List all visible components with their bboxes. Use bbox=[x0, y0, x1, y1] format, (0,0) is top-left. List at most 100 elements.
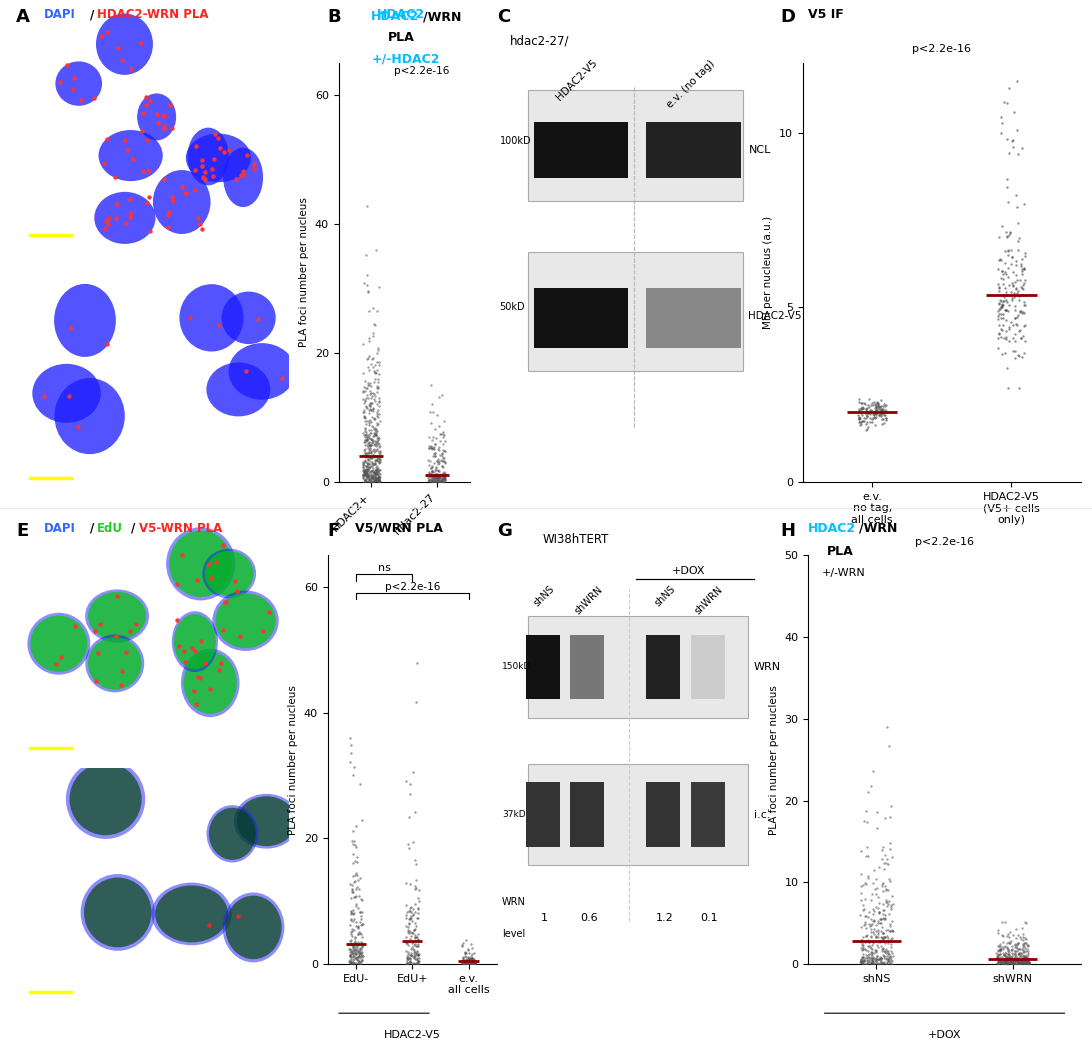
Point bbox=[463, 952, 480, 968]
Point bbox=[358, 467, 376, 484]
Point bbox=[361, 397, 379, 414]
Point bbox=[996, 938, 1013, 955]
Point bbox=[878, 944, 895, 961]
Point bbox=[867, 898, 885, 915]
FancyBboxPatch shape bbox=[534, 288, 628, 348]
Point bbox=[343, 883, 360, 900]
Point bbox=[874, 415, 891, 432]
Point bbox=[464, 954, 482, 970]
Point bbox=[364, 388, 381, 405]
Point bbox=[341, 729, 358, 746]
Point bbox=[999, 945, 1017, 962]
Text: HDAC2+: HDAC2+ bbox=[24, 27, 73, 37]
Text: /: / bbox=[90, 8, 94, 21]
Point bbox=[426, 467, 443, 484]
Point bbox=[1020, 955, 1037, 971]
Point bbox=[1008, 940, 1025, 957]
Point bbox=[361, 400, 379, 417]
Point bbox=[370, 371, 388, 388]
Point bbox=[883, 945, 901, 962]
Point bbox=[875, 838, 892, 855]
Point bbox=[994, 299, 1011, 315]
Point bbox=[875, 910, 892, 926]
Point bbox=[354, 365, 371, 381]
Ellipse shape bbox=[225, 896, 282, 959]
Point bbox=[1013, 305, 1031, 322]
Point bbox=[1016, 951, 1033, 967]
Point bbox=[401, 953, 418, 969]
Point bbox=[868, 879, 886, 896]
Point bbox=[870, 951, 888, 967]
Point bbox=[434, 473, 451, 489]
Point bbox=[431, 433, 449, 450]
Point bbox=[367, 427, 384, 443]
Point bbox=[996, 953, 1013, 969]
Point bbox=[1004, 291, 1021, 308]
Point bbox=[368, 416, 385, 433]
Point bbox=[432, 452, 450, 468]
Point bbox=[1020, 955, 1037, 971]
Point bbox=[368, 471, 385, 487]
Point bbox=[423, 439, 440, 456]
Point bbox=[867, 406, 885, 422]
Point bbox=[356, 437, 373, 454]
Point bbox=[402, 899, 419, 916]
Point bbox=[1002, 951, 1020, 967]
Point bbox=[405, 944, 423, 961]
Point bbox=[348, 951, 366, 967]
Point bbox=[1005, 955, 1022, 971]
Point bbox=[354, 456, 371, 473]
Point bbox=[367, 456, 384, 473]
Point bbox=[425, 471, 442, 487]
Point bbox=[990, 305, 1008, 322]
Point bbox=[859, 405, 877, 421]
Point bbox=[869, 951, 887, 967]
Point bbox=[358, 464, 376, 481]
Point bbox=[856, 395, 874, 412]
Point bbox=[1017, 244, 1034, 261]
Point bbox=[857, 920, 875, 937]
Point bbox=[869, 398, 887, 415]
Point bbox=[1004, 953, 1021, 969]
Point bbox=[371, 442, 389, 459]
Point bbox=[1017, 948, 1034, 965]
Text: i.c.: i.c. bbox=[753, 809, 770, 820]
Point bbox=[853, 891, 870, 908]
Point bbox=[341, 941, 358, 958]
Point bbox=[880, 737, 898, 754]
Point bbox=[359, 461, 377, 478]
Text: hdac2-27/: hdac2-27/ bbox=[510, 35, 569, 48]
Point bbox=[995, 941, 1012, 958]
Y-axis label: PLA foci number per nucleus: PLA foci number per nucleus bbox=[288, 684, 298, 835]
Point bbox=[346, 866, 364, 882]
Point bbox=[369, 468, 387, 485]
Point bbox=[364, 432, 381, 449]
Point bbox=[359, 467, 377, 484]
Point bbox=[999, 246, 1017, 263]
Point bbox=[363, 417, 380, 434]
Ellipse shape bbox=[66, 759, 145, 838]
Point bbox=[997, 302, 1014, 319]
Point bbox=[368, 424, 385, 441]
Point bbox=[423, 468, 440, 485]
Point bbox=[367, 461, 384, 478]
Point bbox=[1013, 260, 1031, 277]
Point bbox=[368, 365, 385, 381]
Point bbox=[370, 397, 388, 414]
Point bbox=[355, 461, 372, 478]
Point bbox=[366, 473, 383, 489]
Point bbox=[993, 953, 1010, 969]
Point bbox=[1007, 310, 1024, 327]
Point bbox=[370, 472, 388, 488]
Point bbox=[397, 949, 415, 966]
Point bbox=[996, 243, 1013, 260]
Point bbox=[358, 198, 376, 215]
Point bbox=[857, 410, 875, 427]
Point bbox=[1019, 945, 1036, 962]
Point bbox=[1012, 953, 1030, 969]
Point bbox=[989, 956, 1007, 973]
Point bbox=[869, 921, 887, 938]
Point bbox=[1011, 271, 1029, 288]
Point bbox=[351, 947, 368, 964]
Text: HDAC2-V5: HDAC2-V5 bbox=[555, 58, 600, 103]
